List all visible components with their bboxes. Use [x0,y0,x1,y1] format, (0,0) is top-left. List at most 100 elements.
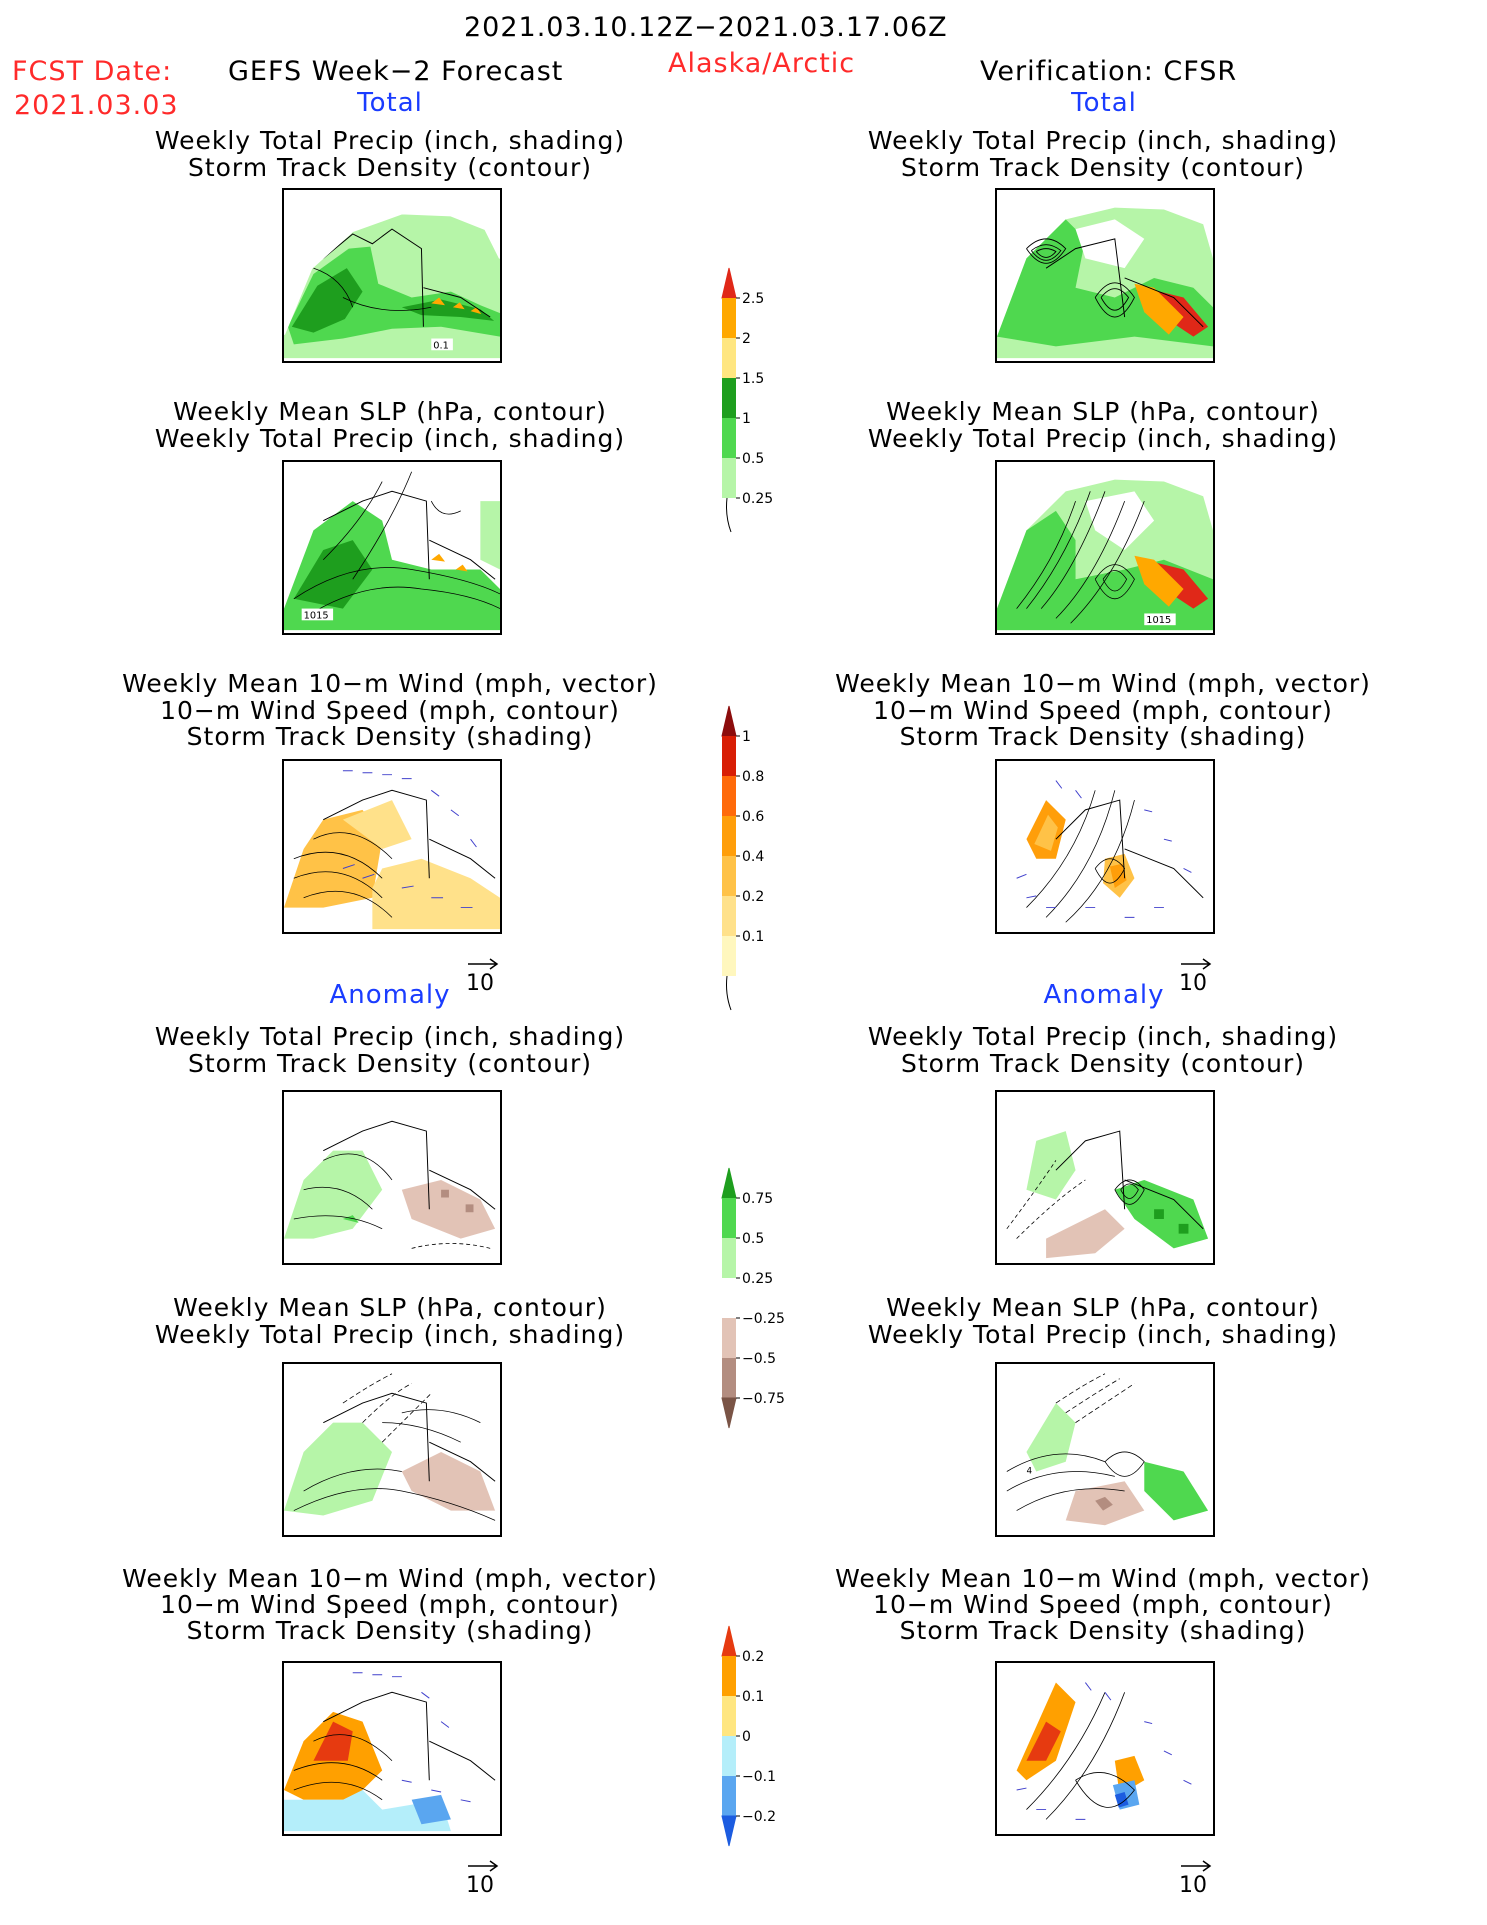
title-cfsr-wind-2: 10−m Wind Speed (mph, contour) [873,696,1333,725]
map-cfsr-precip-anom [995,1090,1215,1265]
title-fcst-slp-1: Weekly Mean SLP (hPa, contour) [173,397,607,426]
colorbar-label: 0.25 [742,491,773,507]
forecast-period: 2021.03.10.12Z−2021.03.17.06Z [464,12,948,43]
colorbar-top-tip [721,267,737,299]
colorbar-svg: 1 0.8 0.6 0.4 0.2 0.1 [721,705,764,1011]
title-cfsr-precip-anom-2: Storm Track Density (contour) [900,1049,1306,1078]
title-fcst-wind-1: Weekly Mean 10−m Wind (mph, vector) [122,669,658,698]
title-fcst-precip-2: Storm Track Density (contour) [187,153,593,182]
colorbar-segment [722,1358,736,1398]
vector-ref-label: 10 [1179,971,1207,996]
colorbar-top-tip [721,1167,737,1199]
colorbar-label: 1 [742,729,751,745]
colorbar-segment [722,1776,736,1816]
vector-ref-row6-left: 10 [466,1859,500,1898]
colorbar-precip-anom: 0.75 0.5 0.25 −0.25 −0.5 −0.75 [721,1167,812,1429]
colorbar-label: 1.5 [742,371,764,387]
section-anomaly-left: Anomaly [329,980,451,1010]
colorbar-label: 0.5 [742,1231,764,1247]
section-total-right: Total [1071,88,1137,118]
vector-ref-row6-right: 10 [1179,1859,1213,1898]
colorbar-density-total: 1 0.8 0.6 0.4 0.2 0.1 [721,705,812,1012]
colorbar-label: −0.1 [742,1769,776,1785]
colorbar-label: 0.1 [742,1689,764,1705]
vector-ref-arrow-icon [1181,1860,1212,1872]
vector-ref-arrow-icon [1181,958,1212,970]
vector-ref-label: 10 [466,1873,494,1898]
vector-ref-label: 10 [1179,1873,1207,1898]
colorbar-segment [722,936,736,976]
colorbar-segment [722,816,736,856]
colorbar-segment [722,378,736,418]
title-fcst-slp-2: Weekly Total Precip (inch, shading) [154,424,626,453]
section-anomaly-right: Anomaly [1043,980,1165,1010]
colorbar-svg: 0.2 0.1 0 −0.1 −0.2 [721,1625,776,1847]
colorbar-tail [726,497,732,533]
colorbar-label: 0.5 [742,451,764,467]
colorbar-label: 0.25 [742,1271,773,1287]
title-cfsr-wind-anom-1: Weekly Mean 10−m Wind (mph, vector) [835,1564,1371,1593]
title-fcst-slp-anom-2: Weekly Total Precip (inch, shading) [154,1320,626,1349]
colorbar-bottom-tip [721,1815,737,1847]
title-cfsr-wind-3: Storm Track Density (shading) [899,722,1307,751]
colorbar-label: −0.75 [742,1391,785,1407]
title-fcst-precip-anom-2: Storm Track Density (contour) [187,1049,593,1078]
colorbar-segment [722,1278,736,1318]
verification-title: Verification: CFSR [980,56,1238,87]
colorbar-segment [722,298,736,338]
map-cfsr-precip-total [995,188,1215,363]
title-fcst-wind-3: Storm Track Density (shading) [186,722,594,751]
title-fcst-slp-anom-1: Weekly Mean SLP (hPa, contour) [173,1293,607,1322]
vector-ref-row3-left: 10 [466,957,500,996]
colorbar-label: −0.25 [742,1311,785,1327]
panel-label-1015-cfsr: 1015 [1146,615,1171,626]
colorbar-svg: 2.5 2 1.5 1 0.5 0.25 [721,267,773,533]
vector-ref-arrow-icon [468,1860,499,1872]
colorbar-label: 0.75 [742,1191,773,1207]
colorbar-label: 0.2 [742,1649,764,1665]
colorbar-label: 0.4 [742,849,764,865]
colorbar-label: −0.5 [742,1351,776,1367]
colorbar-segment [722,856,736,896]
colorbar-segment [722,736,736,776]
colorbar-segment [722,458,736,498]
colorbar-top-tip [721,705,737,737]
colorbar-label: −0.2 [742,1809,776,1825]
map-fcst-precip-anom [282,1090,502,1265]
colorbar-label: 2.5 [742,291,764,307]
title-cfsr-slp-1: Weekly Mean SLP (hPa, contour) [886,397,1320,426]
colorbar-label: 0 [742,1729,751,1745]
title-fcst-precip-anom-1: Weekly Total Precip (inch, shading) [154,1022,626,1051]
map-fcst-wind-total [282,759,502,934]
colorbar-segment [722,1696,736,1736]
title-fcst-wind-anom-3: Storm Track Density (shading) [186,1616,594,1645]
fcst-date-label: FCST Date: [12,56,173,87]
panel-label-1015-fcst: 1015 [304,610,329,621]
colorbar-bottom-tip [721,1397,737,1429]
model-title: GEFS Week−2 Forecast [228,56,564,87]
colorbar-density-anom: 0.2 0.1 0 −0.1 −0.2 [721,1625,812,1847]
colorbar-label: 2 [742,331,751,347]
map-fcst-slp-total: 1015 [282,460,502,635]
colorbar-label: 1 [742,411,751,427]
panel-label-0p1: 0.1 [433,340,449,351]
title-cfsr-slp-anom-2: Weekly Total Precip (inch, shading) [867,1320,1339,1349]
title-cfsr-wind-1: Weekly Mean 10−m Wind (mph, vector) [835,669,1371,698]
title-cfsr-precip-anom-1: Weekly Total Precip (inch, shading) [867,1022,1339,1051]
colorbar-segment [722,1318,736,1358]
title-cfsr-precip-2: Storm Track Density (contour) [900,153,1306,182]
colorbar-top-tip [721,1625,737,1657]
map-fcst-slp-anom [282,1362,502,1537]
colorbar-segment [722,418,736,458]
title-cfsr-wind-anom-3: Storm Track Density (shading) [899,1616,1307,1645]
map-fcst-precip-total: 0.1 [282,188,502,363]
title-fcst-wind-anom-1: Weekly Mean 10−m Wind (mph, vector) [122,1564,658,1593]
colorbar-label: 0.8 [742,769,764,785]
fcst-date-value: 2021.03.03 [14,90,179,121]
title-cfsr-slp-anom-1: Weekly Mean SLP (hPa, contour) [886,1293,1320,1322]
map-cfsr-wind-anom [995,1661,1215,1836]
region-title: Alaska/Arctic [668,48,856,79]
title-cfsr-wind-anom-2: 10−m Wind Speed (mph, contour) [873,1590,1333,1619]
colorbar-tail [726,975,732,1011]
colorbar-label: 0.1 [742,929,764,945]
